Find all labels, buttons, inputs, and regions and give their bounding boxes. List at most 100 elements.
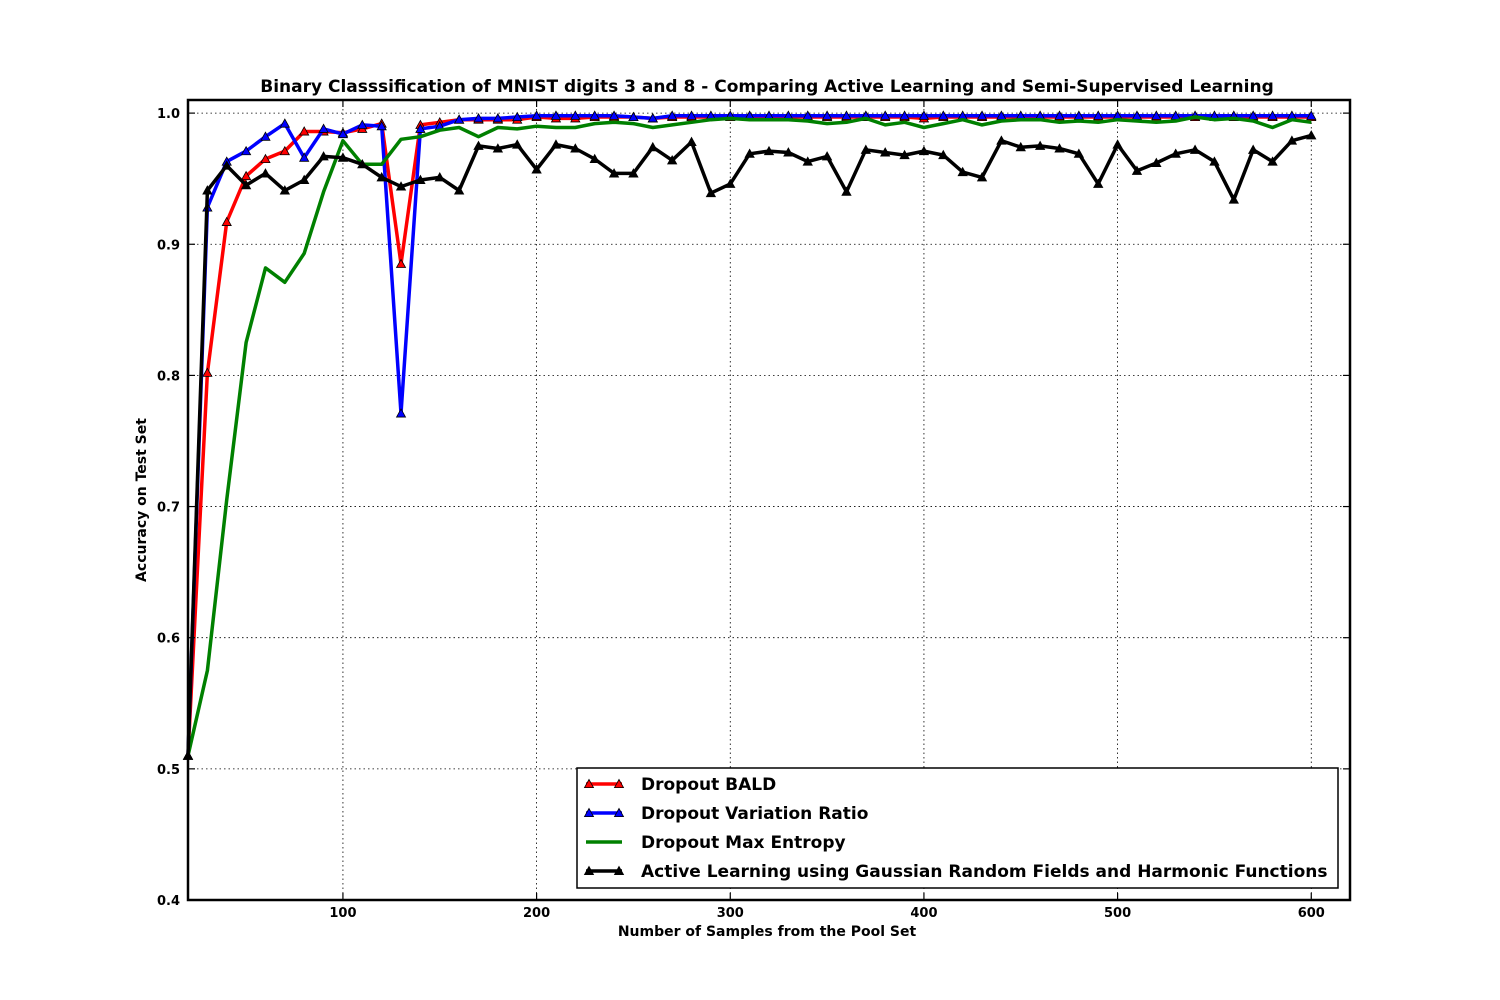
data-point-1 [666,110,678,120]
data-point-3 [647,141,658,152]
data-point-3 [318,151,329,161]
data-point-3 [1131,165,1143,175]
data-point-1 [938,110,949,120]
data-point-3 [1267,156,1278,166]
y-tick-label: 0.6 [157,632,180,647]
data-point-1 [260,131,271,141]
data-point-0 [240,170,252,181]
data-point-3 [589,153,600,164]
data-point-1 [492,113,504,123]
data-point-3 [376,172,387,182]
legend-marker [613,807,625,817]
data-point-3 [1034,140,1046,150]
data-point-3 [453,185,465,195]
data-point-1 [240,145,252,156]
data-point-1 [1093,110,1104,120]
data-point-3 [492,143,504,153]
y-tick-label: 0.9 [157,238,180,253]
data-point-0 [221,216,232,226]
data-point-3 [1073,148,1085,158]
data-point-3 [299,174,310,185]
data-point-3 [221,160,232,170]
data-point-3 [957,166,968,177]
x-tick-label: 500 [1104,906,1131,921]
legend-label: Dropout Max Entropy [641,833,846,853]
data-point-1 [299,152,310,162]
data-point-3 [1286,135,1298,145]
data-point-3 [608,168,620,178]
data-point-3 [996,135,1007,145]
data-point-1 [357,119,368,129]
data-point-1 [918,110,930,120]
data-point-1 [550,110,562,120]
data-point-3 [415,174,426,185]
data-point-1 [899,110,910,120]
data-point-1 [821,110,833,120]
data-point-3 [783,147,794,157]
y-axis-label: Accuracy on Test Set [134,418,150,582]
x-axis-label: Number of Samples from the Pool Set [618,924,917,940]
legend-marker [583,778,595,788]
legend-label: Dropout BALD [641,775,776,795]
data-point-0 [279,145,291,156]
data-point-3 [628,168,639,178]
data-point-0 [260,153,271,164]
data-point-1 [279,118,291,128]
y-tick-label: 0.5 [157,763,180,778]
data-point-1 [589,110,600,120]
data-point-3 [744,148,755,158]
data-point-1 [1054,110,1065,120]
data-point-3 [473,140,484,150]
data-point-3 [938,149,949,160]
data-point-1 [841,110,852,120]
data-point-3 [1247,144,1259,154]
legend-marker [613,865,625,875]
legend-marker [583,865,595,875]
data-point-0 [395,258,407,268]
x-tick-label: 600 [1298,906,1325,921]
data-point-1 [686,110,697,120]
data-point-0 [299,126,310,136]
data-point-3 [1209,156,1220,166]
series-line-2 [186,115,1312,757]
data-point-3 [1228,194,1239,204]
x-tick-label: 200 [523,906,550,921]
data-point-3 [725,178,736,188]
data-point-3 [1112,139,1123,149]
data-point-3 [666,155,678,165]
data-point-1 [880,110,891,120]
y-tick-label: 0.4 [157,894,180,909]
axis-ticks: 100 200 300 400 500 600 0.4 0.5 0.6 0.7 0.8 0.9 1.0 [157,100,1350,921]
data-point-3 [550,139,562,149]
data-point-1 [608,110,620,120]
data-point-1 [395,408,407,418]
data-point-1 [570,110,581,120]
legend-label: Dropout Variation Ratio [641,804,868,824]
data-point-1 [415,123,426,133]
data-point-3 [918,145,930,156]
data-point-3 [802,156,813,166]
y-tick-label: 1.0 [157,107,180,122]
data-point-3 [686,136,697,146]
data-point-3 [531,164,542,174]
legend-label: Active Learning using Gaussian Random Fi… [641,862,1328,882]
x-tick-label: 400 [910,906,937,921]
data-point-1 [318,123,329,133]
data-point-3 [860,144,872,154]
data-point-3 [337,152,349,162]
data-point-3 [1093,178,1104,188]
plot-frame [186,98,1352,902]
data-point-1 [376,120,387,131]
data-point-1 [1306,110,1317,120]
data-point-0 [202,367,213,377]
data-point-3 [202,185,213,195]
data-point-1 [453,114,465,124]
legend-box [576,767,1339,889]
data-point-3 [976,172,988,182]
data-point-1 [647,113,658,123]
data-point-1 [531,110,542,120]
chart-title: Binary Classsification of MNIST digits 3… [260,77,1274,97]
legend: Dropout BALD Dropout Variation Ratio Dropo… [576,767,1339,889]
data-point-3 [260,168,271,178]
data-point-3 [1151,157,1162,167]
